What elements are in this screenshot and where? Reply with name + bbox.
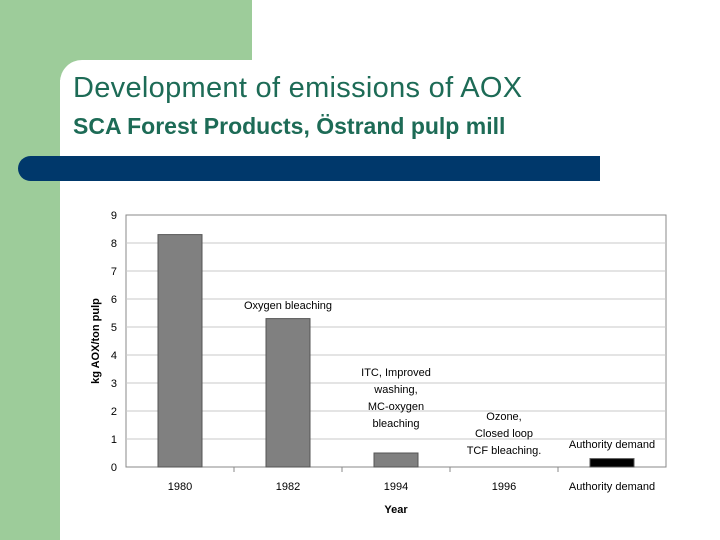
gridlines: [126, 242, 666, 440]
y-tick-label: 1: [111, 434, 117, 446]
y-tick-label: 6: [111, 294, 117, 306]
slide-subtitle: SCA Forest Products, Östrand pulp mill: [73, 113, 506, 139]
x-axis-label: Year: [384, 504, 408, 516]
y-tick-label: 9: [111, 210, 117, 222]
bar: [589, 458, 635, 468]
y-tick-label: 3: [111, 378, 117, 390]
x-tick-label: 1980: [168, 481, 192, 493]
annotations: Oxygen bleaching ITC, Improved washing, MC-…: [244, 300, 655, 457]
slide-title: Development of emissions of AOX: [73, 72, 523, 104]
y-axis-label: kg AOX/ton pulp: [90, 298, 102, 384]
y-tick-label: 7: [111, 266, 117, 278]
title-divider-bar: [18, 156, 600, 181]
annotation-text: MC-oxygen: [368, 401, 424, 413]
annotation-text: bleaching: [372, 418, 419, 430]
x-tick-label: 1982: [276, 481, 300, 493]
y-tick-label: 2: [111, 406, 117, 418]
bar: [373, 452, 419, 468]
annotation-text: Authority demand: [569, 439, 655, 451]
y-tick-label: 5: [111, 322, 117, 334]
annotation-text: Oxygen bleaching: [244, 300, 332, 312]
bars: [157, 234, 635, 468]
plot-area: [125, 214, 667, 468]
bar: [265, 318, 311, 468]
annotation-text: Closed loop: [475, 428, 533, 440]
y-tick-label: 8: [111, 238, 117, 250]
y-tick-label: 0: [111, 462, 117, 474]
x-tick-label: Authority demand: [569, 481, 655, 493]
annotation-text: ITC, Improved: [361, 367, 431, 379]
x-tick-label: 1996: [492, 481, 516, 493]
y-tick-labels: 0 1 2 3 4 5 6 7 8 9: [111, 210, 117, 474]
bar: [157, 234, 203, 468]
annotation-text: TCF bleaching.: [467, 445, 542, 457]
green-side-bar: [0, 0, 60, 540]
annotation-text: Ozone,: [486, 411, 521, 423]
x-tick-label: 1994: [384, 481, 408, 493]
annotation-text: washing,: [373, 384, 417, 396]
x-tick-labels: 1980 1982 1994 1996 Authority demand: [168, 467, 655, 493]
y-tick-label: 4: [111, 350, 117, 362]
